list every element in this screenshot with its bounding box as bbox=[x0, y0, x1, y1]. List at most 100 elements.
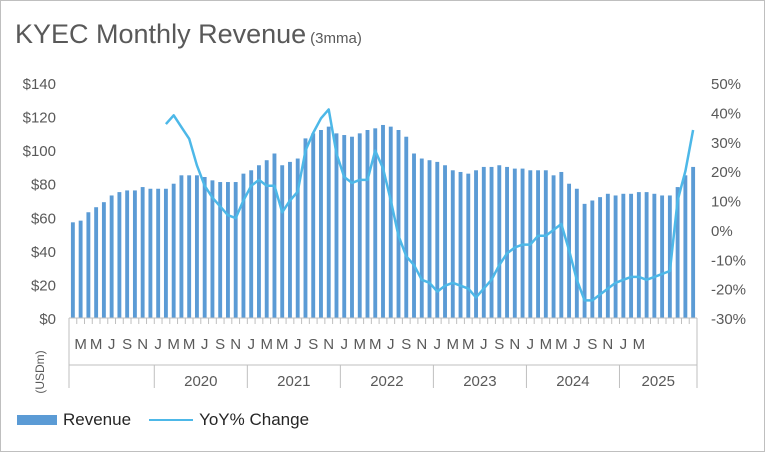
year-tick-label: 2025 bbox=[642, 373, 675, 390]
revenue-bar bbox=[427, 160, 432, 318]
month-tick-label: M bbox=[260, 336, 273, 353]
month-tick-label: S bbox=[308, 336, 318, 353]
y2-tick-label: -20% bbox=[711, 282, 746, 299]
revenue-bar bbox=[621, 193, 626, 318]
y-tick-label: $100 bbox=[23, 143, 56, 160]
y2-tick-label: 20% bbox=[711, 164, 741, 181]
revenue-bar bbox=[148, 188, 153, 318]
month-tick-label: J bbox=[573, 336, 581, 353]
revenue-bar bbox=[202, 177, 207, 318]
revenue-bar bbox=[481, 166, 486, 318]
revenue-bar bbox=[125, 190, 130, 318]
legend-label-revenue: Revenue bbox=[63, 410, 132, 429]
revenue-bar bbox=[388, 126, 393, 319]
year-tick-label: 2023 bbox=[463, 373, 496, 390]
month-tick-label: J bbox=[201, 336, 209, 353]
chart-title: KYEC Monthly Revenue (3mma) bbox=[15, 19, 362, 50]
revenue-bar bbox=[117, 192, 122, 318]
y2-tick-label: 30% bbox=[711, 135, 741, 152]
revenue-bar bbox=[187, 175, 192, 318]
revenue-bar bbox=[303, 138, 308, 318]
month-tick-label: N bbox=[416, 336, 427, 353]
month-tick-label: N bbox=[323, 336, 334, 353]
month-tick-label: N bbox=[602, 336, 613, 353]
revenue-bar bbox=[140, 187, 145, 318]
revenue-bar bbox=[171, 183, 176, 318]
revenue-bar bbox=[94, 207, 99, 318]
revenue-bar bbox=[342, 135, 347, 318]
revenue-bar bbox=[350, 136, 354, 318]
revenue-bar bbox=[536, 170, 540, 318]
y-tick-label: $80 bbox=[31, 177, 56, 194]
revenue-bar bbox=[466, 173, 471, 318]
revenue-bar bbox=[264, 160, 269, 318]
month-tick-label: N bbox=[230, 336, 241, 353]
chart-plot: $0 $20 $40 $60 $80 $100 $120 $140 -30% -20% -10% 0%… bbox=[23, 76, 746, 394]
y-tick-label: $120 bbox=[23, 110, 56, 127]
revenue-bar bbox=[474, 170, 478, 318]
y-tick-label: $60 bbox=[31, 210, 56, 227]
revenue-bar bbox=[497, 165, 502, 318]
revenue-bar bbox=[280, 165, 285, 318]
revenue-bar bbox=[163, 188, 168, 318]
revenue-bar bbox=[226, 182, 230, 318]
revenue-bar bbox=[357, 133, 362, 318]
revenue-bar bbox=[512, 168, 517, 318]
month-tick-label: M bbox=[167, 336, 180, 353]
legend-item-revenue: Revenue bbox=[17, 410, 131, 430]
revenue-bar bbox=[520, 168, 525, 318]
revenue-bar bbox=[419, 158, 424, 318]
revenue-bar bbox=[70, 222, 75, 318]
revenue-bar bbox=[675, 187, 680, 318]
month-tick-label: M bbox=[540, 336, 553, 353]
y-tick-label: $140 bbox=[23, 76, 56, 93]
revenue-bar bbox=[613, 195, 618, 318]
revenue-bar bbox=[381, 124, 385, 318]
y2-tick-label: -10% bbox=[711, 252, 746, 269]
month-tick-label: S bbox=[122, 336, 132, 353]
revenue-bar bbox=[489, 166, 494, 318]
y2-tick-label: -30% bbox=[711, 311, 746, 328]
revenue-bar bbox=[605, 193, 610, 318]
revenue-bar bbox=[559, 171, 564, 318]
y-tick-label: $20 bbox=[31, 277, 56, 294]
revenue-bar bbox=[551, 175, 556, 318]
revenue-bar bbox=[396, 130, 401, 318]
year-tick-label: 2020 bbox=[184, 373, 217, 390]
legend-swatch-revenue bbox=[17, 415, 57, 425]
revenue-bar bbox=[667, 195, 672, 318]
month-tick-label: M bbox=[447, 336, 460, 353]
chart-legend: Revenue YoY% Change bbox=[17, 409, 327, 431]
month-tick-label: N bbox=[509, 336, 520, 353]
revenue-bar bbox=[365, 130, 370, 318]
revenue-bar bbox=[272, 153, 277, 318]
revenue-bar bbox=[249, 170, 254, 318]
month-tick-label: J bbox=[620, 336, 628, 353]
revenue-bar bbox=[652, 193, 657, 318]
revenue-bar bbox=[295, 158, 300, 318]
month-tick-label: J bbox=[294, 336, 302, 353]
y2-tick-label: 40% bbox=[711, 105, 741, 122]
revenue-bar bbox=[194, 175, 199, 318]
month-tick-label: J bbox=[387, 336, 395, 353]
revenue-bar bbox=[505, 166, 509, 318]
y2-tick-label: 50% bbox=[711, 76, 741, 93]
revenue-bar bbox=[636, 192, 641, 318]
month-tick-label: S bbox=[215, 336, 225, 353]
legend-swatch-yoy bbox=[149, 419, 194, 421]
y-tick-label: $40 bbox=[31, 244, 56, 261]
month-tick-label: J bbox=[108, 336, 116, 353]
revenue-bar bbox=[156, 188, 161, 318]
month-tick-label: M bbox=[462, 336, 475, 353]
revenue-bar bbox=[101, 202, 106, 318]
revenue-bar bbox=[132, 190, 137, 318]
month-tick-label: M bbox=[353, 336, 366, 353]
month-tick-label: J bbox=[340, 336, 348, 353]
yoy-line bbox=[164, 108, 695, 302]
y-axis-label: (USDm) bbox=[33, 350, 47, 393]
y2-tick-label: 0% bbox=[711, 223, 733, 240]
revenue-bar bbox=[319, 130, 323, 318]
month-tick-label: J bbox=[247, 336, 255, 353]
revenue-bar bbox=[443, 165, 447, 318]
